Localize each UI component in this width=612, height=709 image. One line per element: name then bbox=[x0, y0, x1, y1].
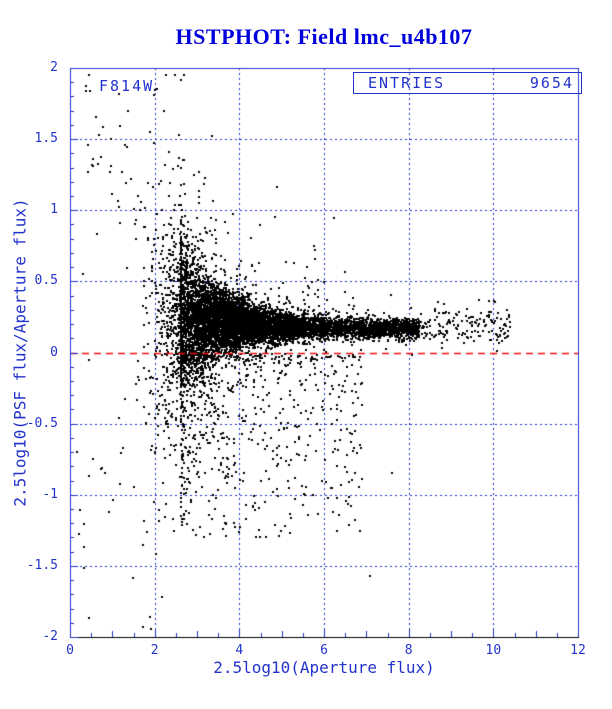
x-tick-label: 12 bbox=[570, 643, 586, 658]
x-tick-label: 4 bbox=[235, 643, 244, 658]
x-tick-label: 10 bbox=[485, 643, 502, 658]
entries-value: 9654 bbox=[529, 74, 574, 92]
x-tick-label: 2 bbox=[150, 643, 159, 658]
y-tick-label: 2 bbox=[50, 60, 58, 75]
filter-label: F814W bbox=[99, 77, 155, 95]
y-tick-label: 0 bbox=[50, 344, 58, 360]
y-tick-label: -1.5 bbox=[26, 557, 58, 573]
y-tick-label: -0.5 bbox=[26, 415, 58, 431]
y-tick-label: 0.5 bbox=[34, 273, 58, 289]
x-tick-label: 8 bbox=[404, 643, 413, 658]
y-tick-label: -1 bbox=[42, 486, 58, 502]
y-tick-label: 1.5 bbox=[34, 131, 58, 147]
y-tick-label: -2 bbox=[42, 629, 58, 644]
x-tick-label: 6 bbox=[320, 643, 328, 658]
entries-label: ENTRIES bbox=[368, 74, 446, 92]
x-tick-label: 0 bbox=[66, 643, 74, 658]
entries-legend-box: ENTRIES 9654 bbox=[353, 72, 582, 94]
x-axis-title: 2.5log10(Aperture flux) bbox=[213, 658, 435, 677]
y-tick-label: 1 bbox=[50, 202, 58, 218]
